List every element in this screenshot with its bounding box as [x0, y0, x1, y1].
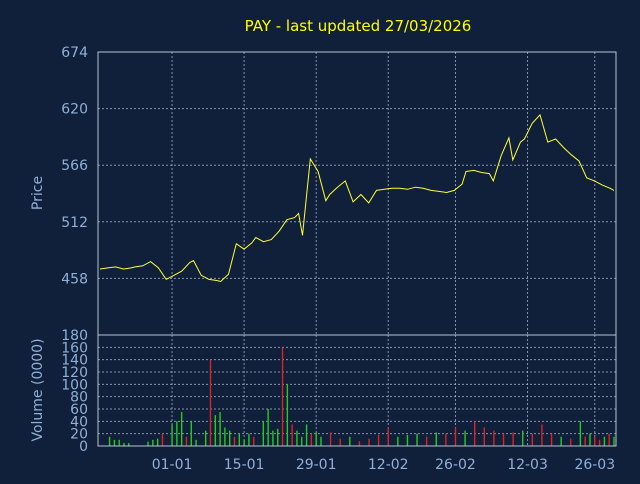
volume-plot-frame — [97, 334, 617, 447]
volume-bars — [108, 347, 615, 446]
x-tick-label: 12-03 — [507, 457, 548, 473]
x-tick-label: 26-02 — [435, 457, 476, 473]
volume-y-tick-label: 100 — [61, 377, 88, 393]
volume-axis-label: Volume (0000) — [30, 338, 46, 441]
x-tick-label: 29-01 — [296, 457, 337, 473]
volume-y-tick-label: 160 — [61, 340, 88, 356]
price-y-tick-label: 620 — [61, 102, 88, 118]
price-y-tick-labels: 458 512 566 620 674 — [61, 45, 88, 287]
chart-title: PAY - last updated 27/03/2026 — [245, 17, 472, 35]
volume-y-tick-label: 180 — [61, 328, 88, 344]
volume-y-tick-label: 60 — [70, 402, 88, 418]
price-grid — [98, 51, 616, 335]
price-y-tick-label: 674 — [61, 45, 88, 61]
volume-y-tick-label: 0 — [79, 439, 88, 455]
price-panel: 458 512 566 620 674 Price — [30, 45, 617, 336]
volume-y-tick-label: 20 — [70, 427, 88, 443]
x-tick-label: 01-01 — [152, 457, 193, 473]
volume-y-tick-label: 80 — [70, 390, 88, 406]
x-tick-label: 26-03 — [574, 457, 615, 473]
price-y-tick-label: 512 — [61, 215, 88, 231]
x-tick-label: 12-02 — [368, 457, 409, 473]
x-tick-labels: 01-01 15-01 29-01 12-02 26-02 12-03 26-03 — [152, 457, 615, 473]
price-y-tick-label: 566 — [61, 158, 88, 174]
volume-y-tick-label: 40 — [70, 414, 88, 430]
price-axis-label: Price — [30, 176, 46, 210]
price-series-line — [99, 113, 615, 283]
price-y-tick-label: 458 — [61, 271, 88, 287]
volume-y-tick-label: 140 — [61, 353, 88, 369]
volume-y-tick-label: 120 — [61, 365, 88, 381]
x-tick-label: 15-01 — [224, 457, 265, 473]
